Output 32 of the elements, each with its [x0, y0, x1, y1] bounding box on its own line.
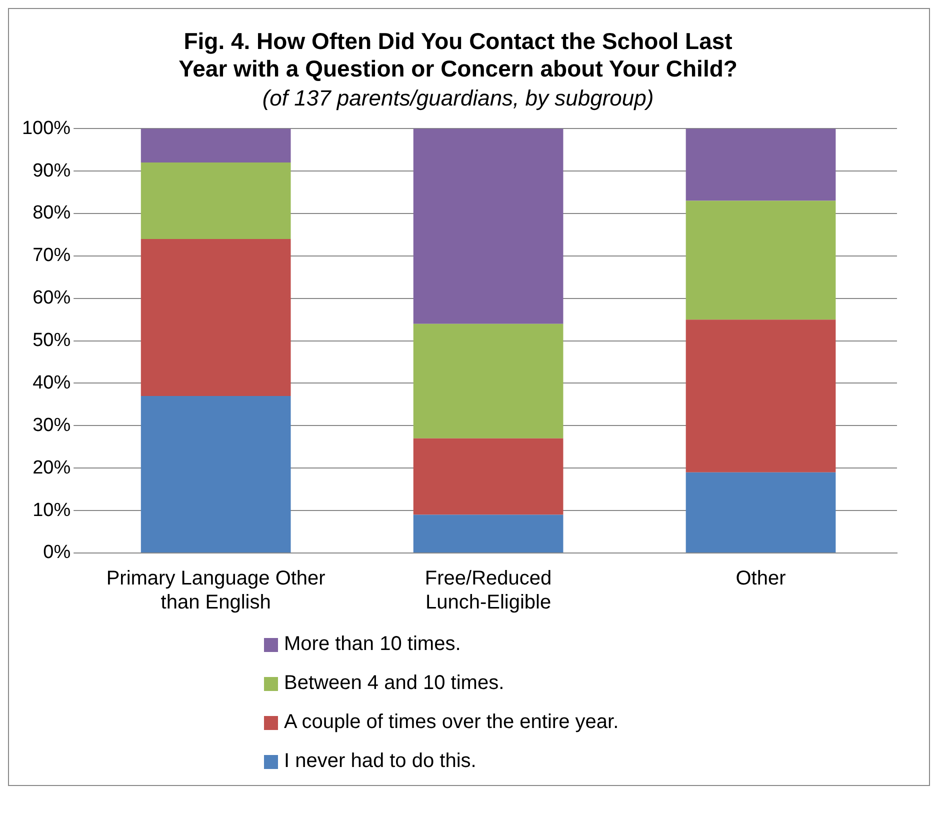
y-tick-label: 90%: [32, 160, 71, 182]
y-tick-label: 50%: [32, 330, 71, 352]
y-tick-label: 0%: [43, 542, 71, 564]
bar: [686, 472, 836, 552]
bar: [686, 200, 836, 320]
y-tick-label: 10%: [32, 500, 71, 521]
x-tick-label: Other: [736, 568, 786, 590]
bar: [686, 320, 836, 472]
legend-label: I never had to do this.: [284, 750, 476, 773]
y-tick-label: 20%: [32, 457, 71, 478]
bar: [140, 162, 291, 239]
x-tick-label: Primary Language Other than English: [106, 568, 326, 614]
chart-title: Fig. 4. How Often Did You Contact the School Last Year with a Question or Concern about Your Child?: [178, 28, 738, 82]
bar: [413, 324, 564, 438]
bar: [140, 396, 291, 552]
legend-label: A couple of times over the entire year.: [284, 711, 619, 734]
bar: [140, 238, 291, 396]
y-tick-label: 70%: [32, 245, 71, 266]
bar: [686, 128, 836, 201]
bar: [413, 128, 564, 324]
bar: [140, 128, 291, 163]
y-tick-label: 100%: [22, 118, 71, 139]
y-tick-label: 60%: [32, 288, 71, 309]
x-tick-label: Free/Reduced Lunch-Eligible: [424, 568, 552, 614]
legend-label: More than 10 times.: [284, 633, 461, 656]
y-tick-label: 80%: [32, 202, 71, 224]
bar: [413, 438, 564, 515]
y-tick-label: 40%: [32, 372, 71, 394]
legend-label: Between 4 and 10 times.: [284, 672, 504, 695]
bar: [413, 514, 564, 552]
y-tick-label: 30%: [32, 414, 71, 436]
chart-subtitle: (of 137 parents/guardians, by subgroup): [262, 86, 654, 111]
